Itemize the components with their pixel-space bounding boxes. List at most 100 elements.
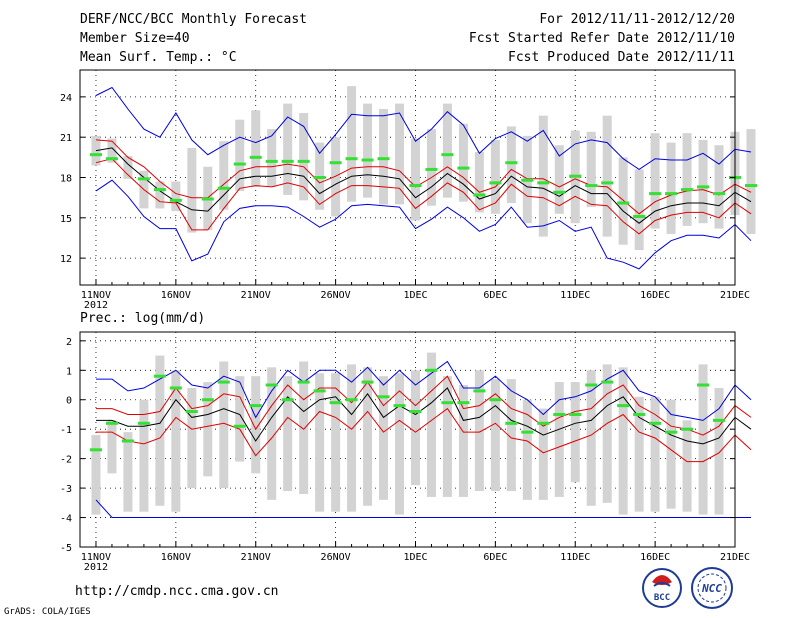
- temp-ytick-label: 18: [60, 174, 72, 185]
- prec-median-mark: [489, 398, 502, 402]
- temp-median-mark: [553, 190, 566, 194]
- prec-median-mark: [137, 421, 150, 425]
- variable-label: Mean Surf. Temp.: °C: [80, 50, 237, 65]
- temp-median-mark: [585, 184, 598, 188]
- temp-ytick-label: 15: [60, 214, 72, 225]
- temp-xtick-label: 16DEC: [640, 290, 670, 301]
- source-url[interactable]: http://cmdp.ncc.cma.gov.cn: [75, 584, 279, 599]
- prec-median-mark: [201, 398, 214, 402]
- temp-box: [458, 123, 468, 202]
- temp-box: [395, 103, 405, 205]
- prec-median-mark: [649, 421, 662, 425]
- prec-box: [283, 376, 293, 492]
- bcc-logo-text: BCC: [654, 593, 670, 603]
- prec-xtick-label: 26NOV: [321, 552, 351, 563]
- ncc-logo: NCC: [691, 567, 733, 609]
- prec-median-mark: [361, 380, 374, 384]
- prec-box: [315, 373, 325, 512]
- prec-xtick-label: 6DEC: [483, 552, 507, 563]
- temp-median-mark: [601, 181, 614, 185]
- prec-box: [187, 387, 197, 489]
- prec-xtick-label: 16DEC: [640, 552, 670, 563]
- forecast-started: Fcst Started Refer Date 2012/11/10: [469, 31, 735, 46]
- prec-median-mark: [185, 410, 198, 414]
- temp-median-mark: [329, 161, 342, 165]
- prec-box: [538, 408, 548, 500]
- temp-lower-line: [95, 158, 752, 235]
- prec-box: [554, 382, 564, 497]
- temp-box: [474, 151, 484, 213]
- prec-lower-line: [96, 407, 752, 463]
- prec-box: [714, 387, 724, 515]
- prec-median-mark: [697, 383, 710, 387]
- temp-median-mark: [361, 158, 374, 162]
- temp-xtick-label: 6DEC: [483, 290, 507, 301]
- prec-upper-line: [96, 375, 752, 436]
- prec-median-mark: [681, 427, 694, 431]
- temp-median-mark: [169, 198, 182, 202]
- prec-box: [395, 373, 405, 515]
- prec-box: [331, 373, 341, 512]
- temp-box: [299, 113, 309, 201]
- prec-median-mark: [537, 421, 550, 425]
- prec-median-mark: [665, 430, 678, 434]
- prec-median-mark: [585, 383, 598, 387]
- temp-box: [251, 110, 261, 187]
- grads-credit: GrADS: COLA/IGES: [4, 607, 91, 617]
- prec-ytick-label: 2: [66, 337, 72, 348]
- prec-median-mark: [473, 389, 486, 393]
- prec-box: [299, 361, 309, 494]
- temp-box: [410, 138, 420, 221]
- temp-box: [698, 139, 708, 224]
- temp-max-line: [95, 86, 752, 171]
- prec-box: [442, 376, 452, 497]
- prec-median-mark: [345, 398, 358, 402]
- precipitation-panel: -5 -4 -3 -2 -1 0 1 2 11NOV 16NOV 21NOV 26NOV 1DEC 6DE…: [60, 331, 752, 573]
- bcc-logo: BCC: [642, 568, 682, 608]
- temp-median-mark: [441, 153, 454, 157]
- temp-median-mark: [457, 166, 470, 170]
- ncc-logo-text: NCC: [701, 582, 722, 595]
- prec-median-mark: [265, 383, 278, 387]
- forecast-produced: Fcst Produced Date 2012/11/11: [508, 50, 735, 65]
- prec-median-mark: [457, 401, 470, 405]
- prec-min-line: [95, 499, 751, 518]
- temp-box: [442, 103, 452, 198]
- prec-ytick-label: 1: [66, 366, 72, 377]
- prec-box: [267, 367, 277, 500]
- temp-box: [682, 133, 692, 226]
- prec-box: [474, 370, 484, 492]
- temp-median-mark: [249, 155, 262, 159]
- prec-year-label: 2012: [84, 562, 108, 573]
- prec-xtick-label: 1DEC: [403, 552, 427, 563]
- temp-box: [363, 103, 373, 198]
- header: DERF/NCC/BCC Monthly Forecast Member Siz…: [80, 12, 735, 65]
- temp-median-mark: [697, 185, 710, 189]
- prec-box: [251, 376, 261, 474]
- temp-box: [714, 145, 724, 229]
- temp-box: [267, 129, 277, 187]
- prec-ytick-label: -5: [60, 543, 72, 554]
- precip-variable-label: Prec.: log(mm/d): [80, 311, 205, 326]
- temp-box: [219, 141, 229, 210]
- temp-box: [235, 119, 245, 191]
- temp-box: [171, 181, 181, 212]
- temp-box: [490, 139, 500, 214]
- temp-ytick-label: 24: [60, 93, 72, 104]
- temp-box: [554, 145, 564, 214]
- temp-xtick-label: 21NOV: [241, 290, 271, 301]
- temp-xtick-label: 1DEC: [403, 290, 427, 301]
- temp-xtick-label: 11DEC: [560, 290, 590, 301]
- temp-ytick-label: 21: [60, 133, 72, 144]
- prec-median-marks: [89, 368, 726, 452]
- prec-median-mark: [713, 418, 726, 422]
- prec-box: [522, 399, 532, 500]
- prec-median-mark: [409, 410, 422, 414]
- temp-box: [634, 169, 644, 251]
- prec-box: [650, 396, 660, 512]
- prec-median-mark: [313, 389, 326, 393]
- temp-xtick-label: 16NOV: [161, 290, 191, 301]
- prec-median-mark: [153, 374, 166, 378]
- temp-box: [91, 135, 101, 166]
- temp-median-mark: [665, 192, 678, 196]
